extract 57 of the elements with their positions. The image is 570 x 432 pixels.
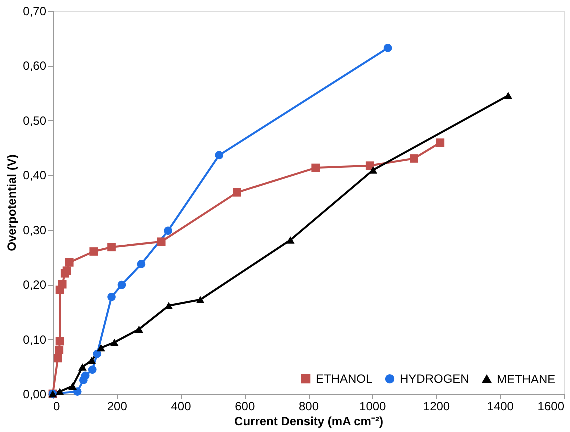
- point: [157, 238, 166, 246]
- point: [81, 372, 90, 380]
- point: [196, 296, 205, 304]
- y-tick-label: 0,60: [23, 59, 47, 74]
- point: [369, 166, 378, 174]
- point: [410, 154, 418, 163]
- point: [215, 151, 224, 160]
- y-tick-label: 0,30: [23, 223, 47, 238]
- point: [312, 164, 320, 172]
- point: [135, 326, 144, 334]
- point: [58, 280, 67, 289]
- point: [56, 337, 64, 346]
- point: [65, 258, 74, 267]
- legend-label: HYDROGEN: [400, 372, 470, 386]
- point: [118, 280, 126, 290]
- point: [108, 243, 116, 252]
- point: [55, 346, 64, 354]
- point: [90, 248, 98, 256]
- point: [56, 388, 64, 396]
- y-tick-label: 0,00: [23, 388, 47, 402]
- point: [78, 364, 87, 371]
- x-tick-label: 1400: [487, 400, 514, 414]
- point: [54, 354, 62, 363]
- y-tick-label: 0,10: [23, 332, 47, 347]
- point: [110, 338, 119, 346]
- y-axis-title: Overpotential (V): [5, 154, 20, 252]
- y-tick-label: 0,40: [23, 168, 47, 183]
- point: [233, 188, 242, 197]
- legend-label: ETHANOL: [316, 372, 374, 386]
- x-tick-label: 1600: [538, 400, 565, 414]
- x-tick-label: 1000: [360, 400, 387, 414]
- point: [384, 44, 392, 52]
- point: [366, 162, 374, 170]
- point: [88, 357, 96, 364]
- point: [137, 260, 146, 268]
- y-tick-label: 0,50: [23, 114, 47, 128]
- point: [286, 236, 295, 244]
- y-tick-label: 0,70: [23, 4, 47, 18]
- point: [93, 350, 102, 358]
- x-tick-label: 1200: [423, 400, 450, 414]
- x-axis-title: Current Density (mA cm⁻²): [234, 414, 384, 428]
- x-tick-label: 0: [54, 400, 60, 414]
- x-tick-label: 800: [298, 400, 320, 414]
- x-tick-label: 200: [107, 400, 128, 414]
- point: [108, 292, 116, 302]
- point: [436, 138, 445, 148]
- x-tick-label: 400: [171, 400, 192, 414]
- point: [68, 382, 77, 390]
- legend-label: METHANE: [497, 372, 556, 386]
- point: [62, 266, 72, 276]
- y-tick-label: 0,20: [23, 278, 47, 292]
- point: [97, 344, 106, 352]
- point: [88, 366, 97, 374]
- point: [164, 226, 172, 236]
- point: [504, 92, 513, 100]
- x-tick-label: 600: [235, 400, 256, 414]
- point: [73, 388, 82, 396]
